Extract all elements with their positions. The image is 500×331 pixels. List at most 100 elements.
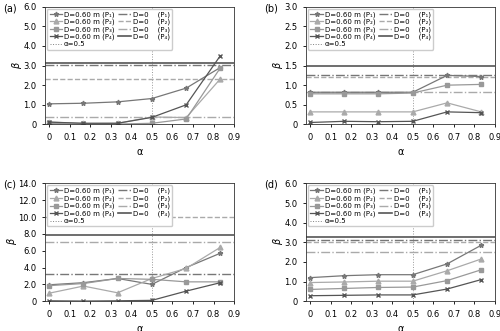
Y-axis label: β: β bbox=[273, 63, 283, 69]
Legend: D=0.60 m (P₁), D=0.60 m (P₂), D=0.60 m (P₃), D=0.60 m (P₄), α=0.5, D=0    (P₁), : D=0.60 m (P₁), D=0.60 m (P₂), D=0.60 m (… bbox=[47, 185, 172, 226]
D=0.60 m (P₂) bbox=[80, 284, 86, 288]
Line: D=0.60 m (P₂): D=0.60 m (P₂) bbox=[46, 76, 222, 126]
D=0.60 m (P₁) bbox=[80, 281, 86, 285]
D=0.60 m (P₂) bbox=[478, 257, 484, 261]
D=0.60 m (P₁) bbox=[183, 86, 189, 90]
Line: D=0.60 m (P₄): D=0.60 m (P₄) bbox=[46, 53, 222, 126]
D=0.60 m (P₂) bbox=[218, 245, 224, 249]
D=0.60 m (P₄) bbox=[218, 54, 224, 58]
D=0.60 m (P₃) bbox=[410, 285, 416, 289]
D=0.60 m (P₄) bbox=[114, 121, 120, 125]
D=0.60 m (P₂) bbox=[46, 120, 52, 124]
Line: D=0.60 m (P₂): D=0.60 m (P₂) bbox=[46, 245, 222, 296]
D=0.60 m (P₄) bbox=[478, 278, 484, 282]
D=0.60 m (P₂) bbox=[183, 116, 189, 119]
Line: D=0.60 m (P₁): D=0.60 m (P₁) bbox=[46, 65, 222, 106]
Line: D=0.60 m (P₃): D=0.60 m (P₃) bbox=[308, 267, 484, 292]
Y-axis label: β: β bbox=[273, 239, 283, 245]
Text: (d): (d) bbox=[264, 180, 278, 190]
D=0.60 m (P₃) bbox=[342, 92, 347, 96]
Line: D=0.60 m (P₂): D=0.60 m (P₂) bbox=[308, 100, 484, 114]
D=0.60 m (P₁) bbox=[410, 273, 416, 277]
D=0.60 m (P₃) bbox=[444, 83, 450, 87]
D=0.60 m (P₁) bbox=[114, 276, 120, 280]
D=0.60 m (P₂) bbox=[307, 110, 313, 114]
Line: D=0.60 m (P₁): D=0.60 m (P₁) bbox=[308, 243, 484, 280]
Y-axis label: β: β bbox=[7, 239, 17, 245]
D=0.60 m (P₂) bbox=[149, 276, 155, 280]
D=0.60 m (P₂) bbox=[114, 121, 120, 125]
D=0.60 m (P₂) bbox=[342, 110, 347, 114]
D=0.60 m (P₃) bbox=[149, 121, 155, 125]
D=0.60 m (P₃) bbox=[114, 122, 120, 126]
D=0.60 m (P₄) bbox=[46, 299, 52, 303]
X-axis label: α: α bbox=[136, 324, 142, 331]
D=0.60 m (P₃) bbox=[376, 285, 382, 289]
D=0.60 m (P₁) bbox=[114, 100, 120, 104]
D=0.60 m (P₁) bbox=[478, 243, 484, 247]
Line: D=0.60 m (P₁): D=0.60 m (P₁) bbox=[308, 73, 484, 95]
D=0.60 m (P₃) bbox=[444, 279, 450, 283]
Line: D=0.60 m (P₃): D=0.60 m (P₃) bbox=[46, 66, 222, 127]
D=0.60 m (P₃) bbox=[80, 122, 86, 126]
Line: D=0.60 m (P₄): D=0.60 m (P₄) bbox=[308, 277, 484, 298]
D=0.60 m (P₂) bbox=[444, 269, 450, 273]
D=0.60 m (P₄) bbox=[80, 121, 86, 125]
D=0.60 m (P₃) bbox=[307, 287, 313, 291]
D=0.60 m (P₂) bbox=[307, 281, 313, 285]
D=0.60 m (P₄) bbox=[80, 299, 86, 303]
D=0.60 m (P₃) bbox=[149, 277, 155, 281]
D=0.60 m (P₃) bbox=[183, 280, 189, 284]
D=0.60 m (P₄) bbox=[376, 120, 382, 124]
D=0.60 m (P₁) bbox=[342, 274, 347, 278]
Line: D=0.60 m (P₃): D=0.60 m (P₃) bbox=[308, 82, 484, 96]
Line: D=0.60 m (P₃): D=0.60 m (P₃) bbox=[46, 276, 222, 288]
D=0.60 m (P₂) bbox=[376, 110, 382, 114]
X-axis label: α: α bbox=[398, 324, 404, 331]
D=0.60 m (P₄) bbox=[114, 299, 120, 303]
D=0.60 m (P₄) bbox=[307, 120, 313, 124]
D=0.60 m (P₁) bbox=[149, 282, 155, 286]
Legend: D=0.60 m (P₁), D=0.60 m (P₂), D=0.60 m (P₃), D=0.60 m (P₄), α=0.5, D=0    (P₁), : D=0.60 m (P₁), D=0.60 m (P₂), D=0.60 m (… bbox=[308, 9, 434, 50]
D=0.60 m (P₄) bbox=[149, 116, 155, 119]
D=0.60 m (P₄) bbox=[46, 120, 52, 124]
X-axis label: α: α bbox=[398, 147, 404, 157]
D=0.60 m (P₃) bbox=[218, 280, 224, 284]
D=0.60 m (P₃) bbox=[114, 276, 120, 280]
D=0.60 m (P₄) bbox=[342, 119, 347, 123]
D=0.60 m (P₃) bbox=[46, 121, 52, 125]
D=0.60 m (P₃) bbox=[183, 117, 189, 121]
D=0.60 m (P₂) bbox=[183, 266, 189, 270]
D=0.60 m (P₁) bbox=[444, 262, 450, 266]
D=0.60 m (P₄) bbox=[444, 110, 450, 114]
D=0.60 m (P₁) bbox=[218, 251, 224, 255]
D=0.60 m (P₃) bbox=[218, 66, 224, 70]
D=0.60 m (P₁) bbox=[444, 73, 450, 77]
D=0.60 m (P₂) bbox=[149, 115, 155, 119]
D=0.60 m (P₂) bbox=[376, 279, 382, 283]
D=0.60 m (P₁) bbox=[307, 90, 313, 94]
D=0.60 m (P₁) bbox=[183, 265, 189, 269]
Line: D=0.60 m (P₄): D=0.60 m (P₄) bbox=[308, 110, 484, 125]
Legend: D=0.60 m (P₁), D=0.60 m (P₂), D=0.60 m (P₃), D=0.60 m (P₄), α=0.5, D=0    (P₁), : D=0.60 m (P₁), D=0.60 m (P₂), D=0.60 m (… bbox=[47, 9, 172, 50]
D=0.60 m (P₂) bbox=[80, 121, 86, 125]
Text: (c): (c) bbox=[4, 180, 16, 190]
D=0.60 m (P₄) bbox=[410, 293, 416, 297]
D=0.60 m (P₂) bbox=[218, 77, 224, 81]
D=0.60 m (P₄) bbox=[444, 287, 450, 291]
D=0.60 m (P₄) bbox=[307, 294, 313, 298]
D=0.60 m (P₃) bbox=[307, 92, 313, 96]
D=0.60 m (P₂) bbox=[114, 291, 120, 295]
D=0.60 m (P₄) bbox=[218, 281, 224, 285]
D=0.60 m (P₂) bbox=[46, 291, 52, 295]
Y-axis label: β: β bbox=[12, 63, 22, 69]
X-axis label: α: α bbox=[136, 147, 142, 157]
D=0.60 m (P₄) bbox=[410, 119, 416, 123]
Text: (a): (a) bbox=[4, 3, 17, 13]
D=0.60 m (P₁) bbox=[46, 283, 52, 287]
Line: D=0.60 m (P₂): D=0.60 m (P₂) bbox=[308, 257, 484, 285]
D=0.60 m (P₁) bbox=[149, 97, 155, 101]
D=0.60 m (P₄) bbox=[183, 289, 189, 293]
D=0.60 m (P₄) bbox=[376, 293, 382, 297]
D=0.60 m (P₃) bbox=[342, 286, 347, 290]
